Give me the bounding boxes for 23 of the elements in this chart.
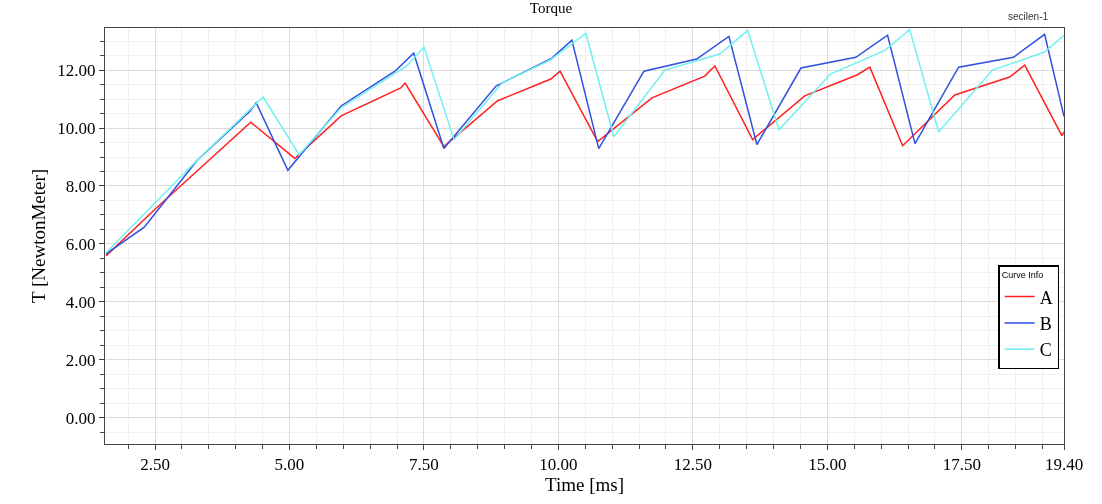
y-tick-label: 0.00 bbox=[65, 408, 96, 428]
y-axis-title: T [NewtonMeter] bbox=[28, 168, 50, 304]
y-tick-label: 2.00 bbox=[65, 350, 96, 370]
x-tick-label: 19.40 bbox=[1044, 455, 1084, 475]
y-tick-label: 10.00 bbox=[57, 118, 96, 138]
y-tick-label: 6.00 bbox=[65, 234, 96, 254]
chart-title: Torque bbox=[529, 0, 573, 17]
x-tick-label: 7.50 bbox=[409, 455, 439, 475]
legend-label: A bbox=[1039, 287, 1053, 308]
x-tick-label: 2.50 bbox=[140, 455, 170, 475]
text: secilen-1 bbox=[1008, 11, 1049, 22]
x-tick-label: 15.00 bbox=[808, 455, 847, 475]
x-axis-title: Time [ms] bbox=[544, 474, 625, 496]
y-tick-label: 12.00 bbox=[57, 60, 96, 80]
x-tick-label: 12.50 bbox=[673, 455, 713, 475]
x-tick-label: 5.00 bbox=[274, 455, 305, 475]
legend-title: Curve Info bbox=[1001, 270, 1044, 281]
legend-label: B bbox=[1039, 313, 1052, 334]
y-tick-label: 4.00 bbox=[65, 292, 96, 312]
x-tick-label: 17.50 bbox=[942, 455, 981, 475]
y-tick-label: 8.00 bbox=[65, 176, 96, 196]
x-tick-label: 10.00 bbox=[539, 455, 578, 475]
legend-label: C bbox=[1039, 340, 1052, 361]
